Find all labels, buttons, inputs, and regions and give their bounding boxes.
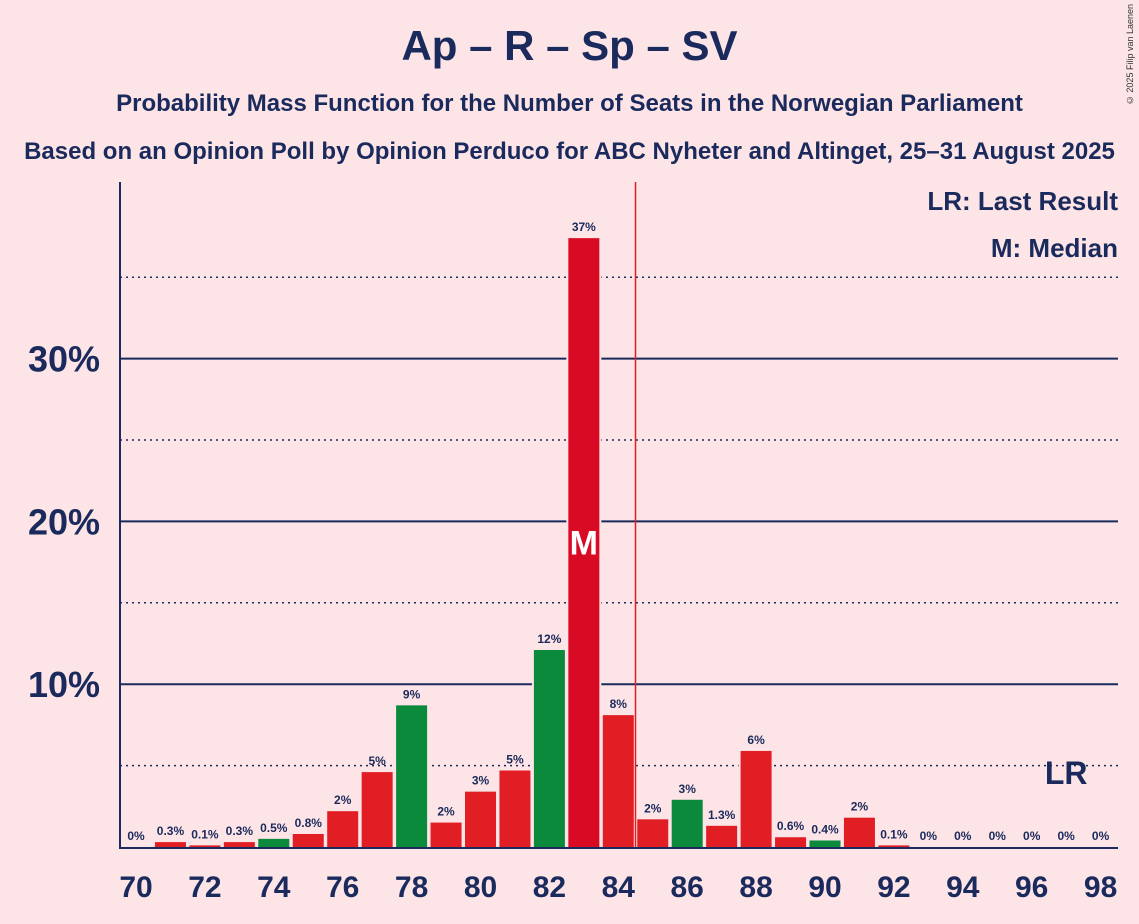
data-label-85: 2% [644, 801, 662, 815]
legend-median: M: Median [991, 233, 1118, 263]
x-tick-90: 90 [808, 871, 841, 904]
y-tick-30: 30% [28, 339, 100, 380]
bar-73 [223, 842, 255, 847]
x-tick-labels: 70 72 74 76 78 80 82 84 86 88 90 92 94 96 98 [119, 871, 1117, 904]
x-tick-88: 88 [739, 871, 772, 904]
data-label-96: 0% [1023, 829, 1041, 843]
chart-source: Based on an Opinion Poll by Opinion Perd… [24, 138, 1115, 165]
data-label-93: 0% [920, 829, 938, 843]
bar-78 [396, 705, 428, 847]
bar-86 [671, 799, 703, 847]
x-tick-72: 72 [188, 871, 221, 904]
x-tick-96: 96 [1015, 871, 1048, 904]
x-tick-98: 98 [1084, 871, 1117, 904]
data-label-89: 0.6% [777, 819, 805, 833]
bars [152, 236, 912, 848]
bar-backdrop [876, 843, 912, 847]
bar-76 [327, 811, 359, 847]
data-label-98: 0% [1092, 829, 1110, 843]
y-tick-20: 20% [28, 501, 100, 542]
bar-84 [602, 715, 634, 847]
data-label-84: 8% [610, 697, 628, 711]
bar-77 [361, 772, 393, 847]
legend-last-result: LR: Last Result [927, 186, 1118, 216]
bar-91 [843, 817, 875, 847]
bar-88 [740, 750, 772, 847]
x-tick-78: 78 [395, 871, 428, 904]
x-tick-80: 80 [464, 871, 497, 904]
data-label-82: 12% [537, 632, 561, 646]
data-label-72: 0.1% [191, 827, 219, 841]
data-label-83: 37% [572, 220, 596, 234]
data-label-90: 0.4% [811, 822, 839, 836]
chart-title: Ap – R – Sp – SV [401, 22, 738, 69]
bar-74 [258, 838, 290, 847]
data-label-87: 1.3% [708, 808, 736, 822]
data-label-91: 2% [851, 800, 869, 814]
data-label-86: 3% [679, 782, 697, 796]
bar-90 [809, 840, 841, 847]
bar-85 [637, 819, 669, 847]
bar-80 [465, 791, 496, 847]
data-label-95: 0% [989, 829, 1007, 843]
x-tick-82: 82 [533, 871, 566, 904]
data-label-78: 9% [403, 687, 421, 701]
x-tick-84: 84 [602, 871, 636, 904]
data-label-81: 5% [506, 752, 524, 766]
bar-83 [568, 238, 600, 848]
data-label-74: 0.5% [260, 821, 288, 835]
data-label-76: 2% [334, 793, 352, 807]
data-label-77: 5% [368, 754, 386, 768]
bar-81 [499, 770, 531, 847]
chart-subtitle: Probability Mass Function for the Number… [116, 90, 1023, 117]
data-labels: 0% 0.3% 0.1% 0.3% 0.5% 0.8% 2% 5% 9% 2% 3% 5% 12% 37%… [127, 220, 1109, 843]
data-label-97: 0% [1057, 829, 1075, 843]
y-tick-labels: 10% 20% 30% [28, 339, 100, 706]
bar-72 [189, 845, 221, 847]
data-label-94: 0% [954, 829, 972, 843]
data-label-75: 0.8% [295, 816, 323, 830]
data-label-70: 0% [127, 829, 145, 843]
x-tick-92: 92 [877, 871, 910, 904]
bar-backdrop [187, 843, 223, 847]
bar-87 [706, 825, 738, 847]
x-tick-94: 94 [946, 871, 980, 904]
bar-89 [775, 837, 807, 847]
x-tick-76: 76 [326, 871, 359, 904]
bar-92 [878, 845, 910, 847]
bar-79 [430, 822, 462, 847]
data-label-80: 3% [472, 774, 490, 788]
bar-82 [533, 650, 565, 847]
y-tick-10: 10% [28, 664, 100, 705]
data-label-73: 0.3% [226, 824, 254, 838]
x-tick-70: 70 [119, 871, 152, 904]
data-label-79: 2% [437, 805, 455, 819]
gridlines [120, 276, 1118, 767]
last-result-marker: LR [1045, 755, 1088, 791]
axes [119, 182, 1118, 849]
x-tick-86: 86 [671, 871, 704, 904]
data-label-71: 0.3% [157, 824, 185, 838]
bar-75 [292, 833, 324, 847]
bar-71 [154, 842, 186, 847]
median-marker: M [570, 525, 598, 563]
data-label-88: 6% [747, 733, 765, 747]
x-tick-74: 74 [257, 871, 291, 904]
data-label-92: 0.1% [880, 827, 908, 841]
